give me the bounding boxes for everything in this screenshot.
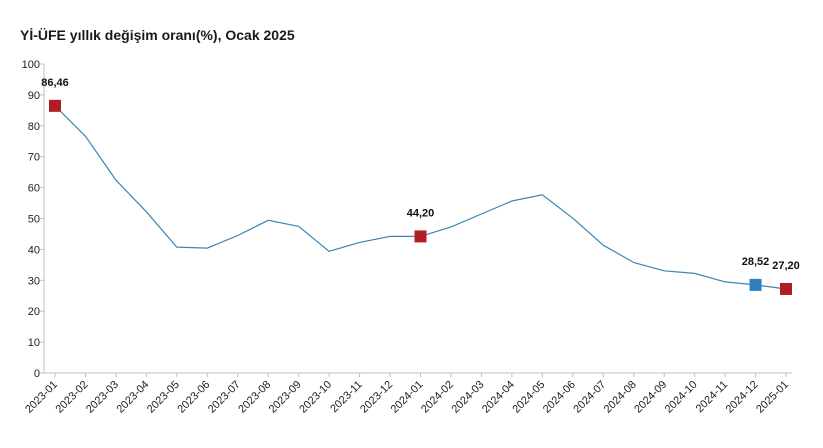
data-label: 28,52 — [742, 256, 770, 268]
y-tick-label: 30 — [28, 275, 40, 287]
x-tick-label: 2024-05 — [510, 379, 547, 416]
y-tick-label: 80 — [28, 121, 40, 133]
highlight-marker — [49, 99, 61, 112]
data-label: 44,20 — [407, 207, 435, 219]
x-tick-label: 2023-02 — [54, 379, 91, 416]
x-tick-label: 2023-07 — [206, 379, 243, 416]
data-label: 27,20 — [772, 260, 800, 272]
series-line-layer — [54, 105, 787, 290]
y-tick-label: 50 — [28, 214, 40, 226]
x-tick-label: 2023-09 — [267, 379, 304, 416]
x-tick-label: 2024-04 — [480, 379, 517, 416]
y-tick-label: 40 — [28, 244, 40, 256]
x-tick-label: 2023-12 — [358, 379, 395, 416]
y-tick-label: 10 — [28, 337, 40, 349]
x-tick-label: 2024-01 — [389, 379, 426, 416]
y-tick-label: 20 — [28, 306, 40, 318]
x-tick-label: 2024-09 — [632, 379, 669, 416]
chart-title: Yİ-ÜFE yıllık değişim oranı(%), Ocak 202… — [20, 27, 295, 43]
x-tick-label: 2024-10 — [663, 379, 700, 416]
highlight-marker — [414, 230, 427, 243]
x-tick-label: 2024-12 — [724, 379, 761, 416]
y-tick-label: 100 — [22, 59, 40, 71]
x-tick-label: 2023-08 — [236, 379, 273, 416]
x-tick-label: 2023-10 — [297, 379, 334, 416]
y-tick-label: 60 — [28, 183, 40, 195]
x-tick-label: 2023-03 — [84, 379, 121, 416]
x-tick-label: 2023-01 — [23, 379, 60, 416]
x-tick-label: 2024-07 — [571, 379, 608, 416]
highlight-marker — [780, 282, 792, 295]
x-tick-label: 2024-03 — [450, 379, 487, 416]
x-tick-label: 2025-01 — [754, 379, 791, 416]
x-tick-label: 2023-06 — [175, 379, 212, 416]
x-tick-label: 2023-04 — [114, 379, 151, 416]
y-tick-label: 90 — [28, 90, 40, 102]
x-tick-label: 2024-06 — [541, 379, 578, 416]
data-label: 86,46 — [41, 77, 69, 89]
highlight-markers: 86,46 44,20 28,52 27,20 — [41, 77, 800, 295]
x-tick-label: 2023-05 — [145, 379, 182, 416]
y-tick-label: 0 — [34, 368, 40, 380]
x-tick-label: 2024-02 — [419, 379, 456, 416]
axes: 01020304050607080901002023-012023-022023… — [22, 59, 792, 416]
x-tick-label: 2024-08 — [602, 379, 639, 416]
series-line — [54, 105, 787, 290]
highlight-marker — [749, 278, 762, 291]
y-tick-label: 70 — [28, 152, 40, 164]
